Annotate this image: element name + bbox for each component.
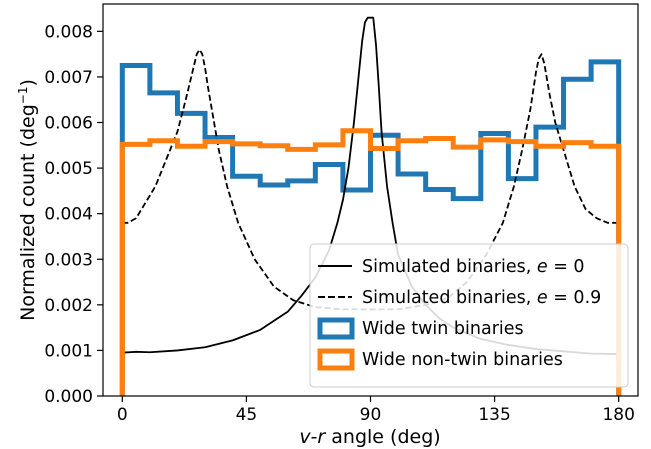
y-axis-label: Normalized count (deg−1)	[16, 79, 39, 321]
legend-frame	[309, 243, 629, 388]
legend-label-twin: Wide twin binaries	[362, 319, 524, 339]
x-tick-label: 180	[602, 405, 634, 425]
legend-label-nontwin: Wide non-twin binaries	[362, 350, 563, 370]
legend-label-e0: Simulated binaries, e = 0	[362, 257, 585, 277]
legend-swatch-nontwin	[317, 348, 355, 371]
y-tick-label: 0.006	[44, 114, 93, 134]
y-tick-label: 0.000	[44, 387, 93, 407]
x-tick-label: 45	[236, 405, 258, 425]
y-tick-label: 0.008	[44, 22, 93, 42]
y-tick-label: 0.004	[44, 205, 93, 225]
plot-frame	[102, 3, 639, 397]
series-3-step	[119, 128, 622, 396]
axis-ticks: 0 45 90 135 180 0.000 0.001 0.002 0.003 0.004 0.00…	[44, 22, 635, 425]
x-tick-label: 90	[360, 405, 382, 425]
legend: Simulated binaries, e = 0 Simulated bina…	[309, 243, 629, 388]
y-tick-label: 0.003	[44, 250, 93, 270]
x-axis-label: v-r angle (deg)	[299, 426, 440, 448]
legend-label-e09: Simulated binaries, e = 0.9	[362, 288, 601, 308]
y-tick-label: 0.001	[44, 341, 93, 361]
y-tick-label: 0.007	[44, 68, 93, 88]
legend-swatch-twin	[317, 317, 355, 340]
series-2-step	[119, 59, 622, 396]
x-tick-label: 0	[117, 405, 128, 425]
y-tick-label: 0.002	[44, 296, 93, 316]
x-tick-label: 135	[478, 405, 510, 425]
y-tick-label: 0.005	[44, 159, 93, 179]
